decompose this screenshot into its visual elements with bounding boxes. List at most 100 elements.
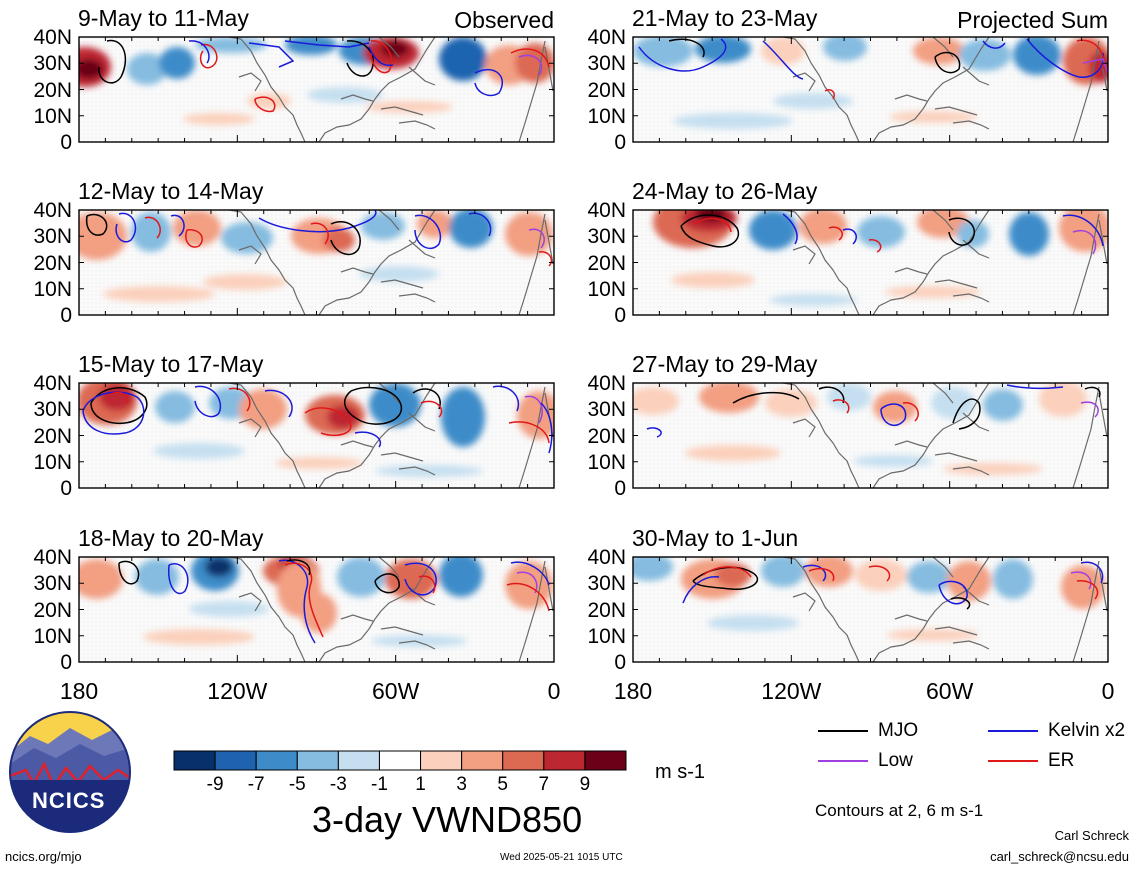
contour-mjo [692,566,759,590]
lat-tick-label: 20N [587,78,626,102]
lat-tick-label: 0 [60,651,72,674]
lat-tick-label: 10N [587,104,626,128]
wave-contours [646,384,1101,438]
anomaly-blob [1009,212,1049,256]
panel-date-range: 9-May to 11-May [78,5,249,31]
anomaly-blob [823,37,867,61]
anomaly-blob [887,629,979,641]
lat-tick-label: 30N [33,225,72,249]
contour-low [1072,229,1097,255]
panel-date-range: 24-May to 26-May [632,178,818,204]
panel-tag: Observed [454,7,554,33]
contour-er [506,582,550,612]
lon-tick-label: 180 [613,678,653,704]
anomaly-blob [127,53,167,85]
panel-date-range: 30-May to 1-Jun [632,525,799,551]
contour-mjo [374,573,400,594]
panel-date-range: 18-May to 20-May [78,525,264,551]
anomaly-blob [695,37,751,63]
contour-kelvin-x2 [264,389,293,418]
map-panel [78,36,555,143]
anomaly-blob [943,463,1043,475]
anomaly-blob [957,220,989,248]
colorbar-tick-label: -9 [206,774,224,795]
anomaly-blob [381,41,409,57]
lon-tick-label: 120W [207,678,268,704]
lat-tick-label: 20N [587,251,626,275]
anomaly-blob [439,557,483,597]
panel-date-range: 15-May to 17-May [78,351,264,377]
colorbar-swatch [502,750,545,771]
contour-kelvin-x2 [646,427,662,438]
wave-contours [85,210,553,267]
anomaly-blob [361,212,405,240]
contour-kelvin-x2 [682,576,720,604]
colorbar-swatch [214,750,257,771]
anomaly-blob [761,37,805,65]
contour-kelvin-x2 [258,210,377,233]
anomaly-blob [337,557,385,597]
contour-kelvin-x2 [1026,38,1104,78]
contour-er [185,229,203,248]
contour-low [518,54,543,76]
logo-text: NCICS [32,788,106,813]
contour-kelvin-x2 [1080,561,1104,584]
contour-kelvin-x2 [492,385,520,412]
lat-tick-label: 10N [33,450,72,474]
panel-date-range: 27-May to 29-May [632,351,818,377]
anomaly-blob [143,629,255,645]
contour-kelvin-x2 [170,214,185,237]
contour-kelvin-x2 [762,40,804,80]
lat-tick-label: 40N [33,199,72,222]
map-panel [632,556,1109,663]
anomaly-blob [505,212,553,256]
lat-tick-label: 10N [587,624,626,648]
contour-er [824,88,836,100]
anomaly-blob [805,557,853,587]
lat-tick-label: 30N [587,225,626,249]
anomaly-blob [983,389,1023,421]
contour-low [528,228,545,249]
anomaly-blob [515,43,554,83]
lat-tick-label: 30N [33,52,72,76]
contour-er [510,48,550,68]
contour-er [284,562,324,638]
lat-tick-label: 20N [33,598,72,622]
contour-kelvin-x2 [938,580,968,605]
anomaly-blob [359,266,439,282]
contour-er [828,226,843,241]
lat-tick-label: 0 [60,304,72,327]
anomaly-shading [633,383,1087,475]
anomaly-blob [203,274,287,290]
lat-tick-label: 10N [587,277,626,301]
anomaly-blob [441,387,485,447]
anomaly-shading [633,37,1108,129]
contour-kelvin-x2 [248,42,295,68]
contour-kelvin-x2 [368,46,394,67]
footer-url[interactable]: ncics.org/mjo [5,849,82,864]
anomaly-blob [183,113,255,125]
anomaly-blob [855,559,907,591]
contour-kelvin-x2 [188,40,210,64]
contour-er [370,40,393,74]
footer-email: carl_schreck@ncsu.edu [990,849,1129,864]
lon-tick-label: 60W [372,678,420,704]
anomaly-blob [371,635,467,647]
contour-mjo [680,214,740,248]
contour-er [538,251,553,267]
contour-low [1080,401,1099,418]
anomaly-blob [131,212,171,252]
contour-low [1082,58,1108,77]
contour-mjo [1084,386,1101,398]
contour-low [1070,571,1092,590]
contour-mjo [343,386,402,425]
contour-mjo [668,38,705,58]
lat-tick-label: 20N [33,78,72,102]
anomaly-blob [853,455,933,467]
colorbar-swatch [420,750,463,771]
contour-kelvin-x2 [982,40,1006,49]
wave-contours [682,561,1104,610]
panel-tag: Projected Sum [957,7,1108,33]
lat-tick-label: 0 [60,131,72,154]
anomaly-blob [375,465,483,477]
